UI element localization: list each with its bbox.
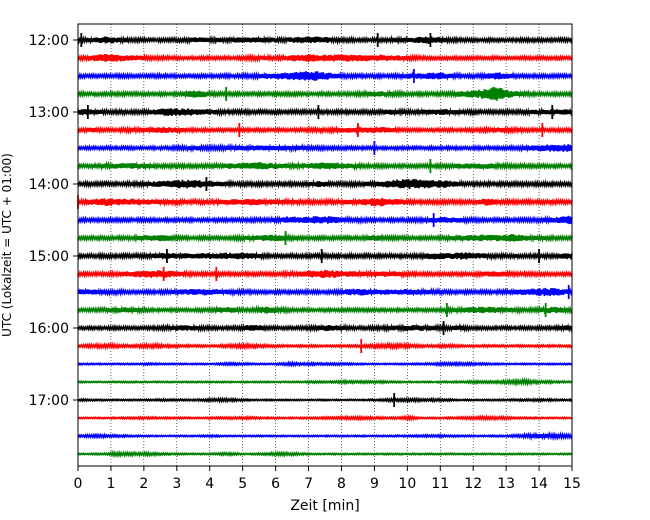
seismic-trace xyxy=(77,86,573,101)
x-tick-label: 3 xyxy=(172,476,181,492)
seismic-trace xyxy=(77,322,573,334)
seismic-trace xyxy=(77,340,573,351)
x-tick-label: 6 xyxy=(271,476,280,492)
seismic-trace xyxy=(77,106,573,118)
y-tick-label: 12:00 xyxy=(29,33,69,49)
seismic-trace xyxy=(77,70,573,82)
seismic-trace xyxy=(77,214,573,226)
seismic-trace xyxy=(77,34,573,46)
y-tick-label: 15:00 xyxy=(29,249,69,265)
x-tick-label: 8 xyxy=(337,476,346,492)
x-axis-label: Zeit [min] xyxy=(290,498,359,514)
y-axis-ticks: 12:00 13:00 14:00 15:00 16:00 17:00 xyxy=(29,33,78,409)
seismic-trace xyxy=(77,414,573,422)
x-tick-label: 14 xyxy=(530,476,548,492)
x-tick-label: 4 xyxy=(205,476,214,492)
seismic-trace xyxy=(77,178,573,190)
x-tick-label: 12 xyxy=(464,476,482,492)
x-tick-label: 7 xyxy=(304,476,313,492)
seismic-trace xyxy=(77,396,573,404)
x-axis-ticks: 0 1 2 3 4 5 6 7 8 9 10 11 12 13 14 15 xyxy=(74,466,581,492)
seismic-trace xyxy=(77,196,573,208)
y-tick-label: 16:00 xyxy=(29,321,69,337)
plot-frame xyxy=(77,23,573,467)
x-tick-label: 5 xyxy=(238,476,247,492)
y-tick-label: 13:00 xyxy=(29,105,69,121)
x-tick-label: 2 xyxy=(139,476,148,492)
seismic-trace xyxy=(77,232,573,244)
y-axis-label: UTC (Lokalzeit = UTC + 01:00) xyxy=(0,153,14,337)
seismic-trace xyxy=(77,250,573,262)
x-tick-label: 10 xyxy=(398,476,416,492)
seismic-trace xyxy=(77,125,573,136)
trace-group xyxy=(77,33,573,459)
x-tick-label: 1 xyxy=(106,476,115,492)
x-tick-label: 0 xyxy=(74,476,83,492)
seismic-trace xyxy=(77,286,573,298)
seismic-trace xyxy=(77,360,573,368)
y-tick-label: 17:00 xyxy=(29,393,69,409)
seismic-trace xyxy=(77,304,573,316)
x-tick-label: 15 xyxy=(563,476,581,492)
seismic-trace xyxy=(77,449,573,459)
seismic-trace xyxy=(77,160,573,172)
y-tick-label: 14:00 xyxy=(29,177,69,193)
seismic-trace xyxy=(77,268,573,280)
seismic-trace xyxy=(77,376,573,388)
x-tick-label: 13 xyxy=(497,476,515,492)
seismic-trace xyxy=(77,52,573,64)
x-tick-label: 11 xyxy=(431,476,449,492)
seismic-trace xyxy=(77,142,573,154)
seismic-trace xyxy=(77,430,573,442)
x-tick-label: 9 xyxy=(370,476,379,492)
